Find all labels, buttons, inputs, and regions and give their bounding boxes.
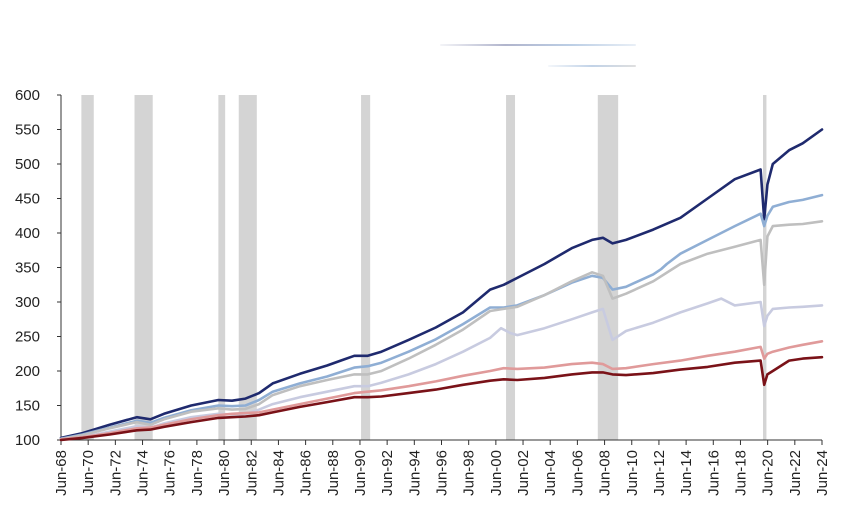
y-tick-label: 100 <box>15 432 40 449</box>
y-tick-label: 200 <box>15 363 40 380</box>
x-tick-label: Jun-04 <box>542 450 559 496</box>
series-line-6 <box>59 355 824 442</box>
x-tick-label: Jun-74 <box>135 450 152 496</box>
y-tick-label: 150 <box>15 398 40 415</box>
x-tick-label: Jun-82 <box>243 450 260 496</box>
recession-band-2 <box>134 95 153 440</box>
x-tick-label: Jun-70 <box>80 450 97 496</box>
x-tick-label: Jun-02 <box>515 450 532 496</box>
x-tick-label: Jun-24 <box>814 450 831 496</box>
series-line-4 <box>59 297 824 441</box>
y-tick-label: 250 <box>15 329 40 346</box>
y-tick-label: 450 <box>15 191 40 208</box>
series-line-2 <box>59 193 824 440</box>
x-tick-label: Jun-06 <box>569 450 586 496</box>
series-line-3 <box>59 220 824 441</box>
series-lines <box>59 128 824 442</box>
x-tick-label: Jun-68 <box>53 450 70 496</box>
x-tick-label: Jun-86 <box>298 450 315 496</box>
y-tick-label: 550 <box>15 122 40 139</box>
x-tick-label: Jun-90 <box>352 450 369 496</box>
recession-band-1 <box>81 95 94 440</box>
x-tick-label: Jun-88 <box>325 450 342 496</box>
x-tick-label: Jun-10 <box>624 450 641 496</box>
x-tick-label: Jun-98 <box>461 450 478 496</box>
recession-band-7 <box>597 95 619 440</box>
x-tick-label: Jun-80 <box>216 450 233 496</box>
y-tick-label: 500 <box>15 156 40 173</box>
recession-band-5 <box>361 95 371 440</box>
x-tick-label: Jun-18 <box>732 450 749 496</box>
x-tick-label: Jun-12 <box>651 450 668 496</box>
x-tick-label: Jun-92 <box>379 450 396 496</box>
x-tick-label: Jun-76 <box>162 450 179 496</box>
y-tick-label: 300 <box>15 294 40 311</box>
recession-band-3 <box>218 95 226 440</box>
recession-band-6 <box>506 95 516 440</box>
y-tick-label: 600 <box>15 87 40 104</box>
legend-swatch-1 <box>440 44 636 46</box>
series-line-5 <box>59 339 824 441</box>
legend-swatch-2 <box>548 65 636 67</box>
x-tick-label: Jun-72 <box>107 450 124 496</box>
series-line-1 <box>59 128 824 440</box>
x-tick-label: Jun-16 <box>705 450 722 496</box>
x-tick-label: Jun-84 <box>270 450 287 496</box>
y-tick-label: 400 <box>15 225 40 242</box>
x-tick-label: Jun-08 <box>597 450 614 496</box>
x-tick-label: Jun-14 <box>678 450 695 496</box>
x-axis-ticks: Jun-68 Jun-70 Jun-72 Jun-74 Jun-76 Jun-78 Jun-… <box>53 440 831 496</box>
x-tick-label: Jun-78 <box>189 450 206 496</box>
x-tick-label: Jun-22 <box>787 450 804 496</box>
y-tick-label: 350 <box>15 260 40 277</box>
x-tick-label: Jun-94 <box>406 450 423 496</box>
x-tick-label: Jun-20 <box>760 450 777 496</box>
x-tick-label: Jun-00 <box>488 450 505 496</box>
x-tick-label: Jun-96 <box>434 450 451 496</box>
recession-band-4 <box>238 95 257 440</box>
y-axis-ticks: 100 150 200 250 300 350 400 450 500 550 600 <box>15 87 61 449</box>
